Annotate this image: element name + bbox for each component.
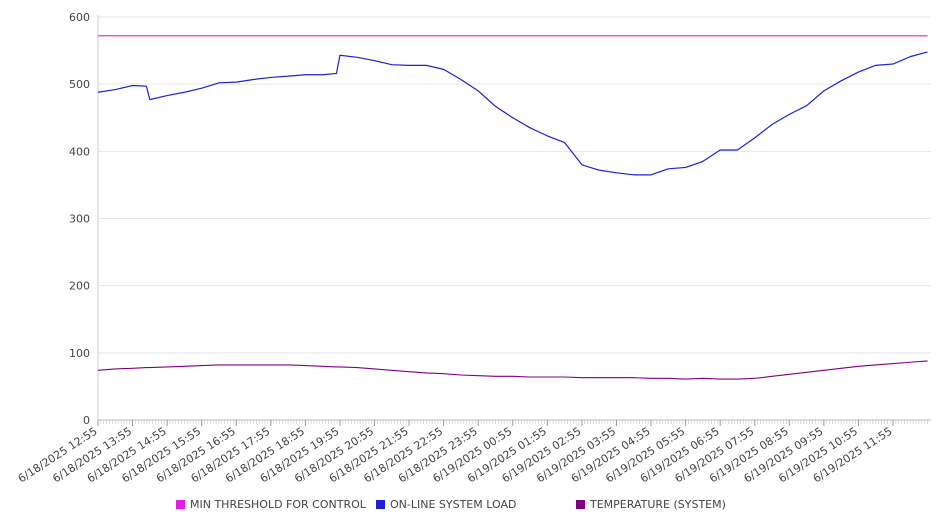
legend-item-system-load: ON-LINE SYSTEM LOAD bbox=[376, 498, 516, 511]
y-axis-tick-labels: 0 100 200 300 400 500 600 bbox=[69, 11, 90, 427]
legend-item-temperature: TEMPERATURE (SYSTEM) bbox=[576, 498, 726, 511]
y-tick-label: 100 bbox=[69, 347, 90, 360]
series-line bbox=[97, 360, 928, 380]
x-axis-tick-labels: 6/18/2025 12:556/18/2025 13:556/18/2025 … bbox=[16, 425, 895, 486]
y-tick-label: 500 bbox=[69, 78, 90, 91]
legend-swatch-min-threshold bbox=[176, 500, 185, 509]
legend-label-temperature: TEMPERATURE (SYSTEM) bbox=[590, 498, 726, 511]
y-tick-label: 600 bbox=[69, 11, 90, 24]
grid-lines bbox=[98, 16, 931, 354]
chart-legend: MIN THRESHOLD FOR CONTROL ON-LINE SYSTEM… bbox=[0, 498, 946, 514]
legend-label-min-threshold: MIN THRESHOLD FOR CONTROL bbox=[190, 498, 366, 511]
legend-swatch-system-load bbox=[376, 500, 385, 509]
axes bbox=[97, 15, 931, 426]
series-lines bbox=[97, 35, 928, 380]
y-tick-label: 0 bbox=[83, 414, 90, 427]
y-tick-label: 400 bbox=[69, 145, 90, 158]
legend-swatch-temperature bbox=[576, 500, 585, 509]
legend-label-system-load: ON-LINE SYSTEM LOAD bbox=[390, 498, 517, 511]
y-tick-label: 200 bbox=[69, 280, 90, 293]
y-tick-label: 300 bbox=[69, 213, 90, 226]
legend-item-min-threshold: MIN THRESHOLD FOR CONTROL bbox=[176, 498, 366, 511]
series-line bbox=[97, 51, 928, 176]
